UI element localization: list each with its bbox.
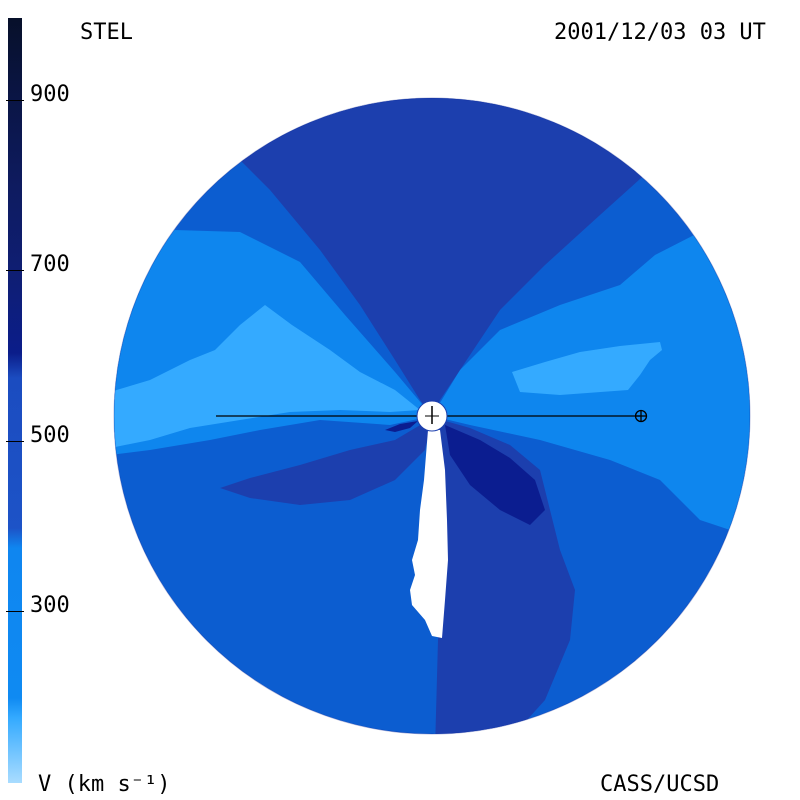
colorbar-tick-label-900: 900 (30, 82, 70, 107)
region-fast-top (200, 98, 700, 416)
credit-label: CASS/UCSD (600, 772, 720, 797)
colorbar-tick-500 (6, 441, 24, 442)
colorbar-tick-label-700: 700 (30, 252, 70, 277)
region-slower-right (512, 342, 662, 395)
earth-icon (634, 409, 648, 423)
colorbar-overlay (8, 18, 22, 783)
region-slower-left (114, 305, 420, 448)
region-very-fast-right (445, 425, 545, 525)
region-very-fast-left (385, 421, 418, 432)
colorbar-tick-900 (6, 100, 24, 101)
colorbar-tick-300 (6, 611, 24, 612)
timestamp-label: 2001/12/03 03 UT (554, 20, 766, 45)
units-label: V (km s⁻¹) (38, 772, 171, 797)
region-fast-lower-left (220, 418, 432, 505)
colorbar-tick-label-500: 500 (30, 423, 70, 448)
region-no-data-streamer (410, 430, 448, 638)
observatory-label: STEL (80, 20, 133, 45)
colorbar-tick-label-300: 300 (30, 593, 70, 618)
colorbar-tick-700 (6, 270, 24, 271)
map-disk-outline (113, 97, 751, 735)
